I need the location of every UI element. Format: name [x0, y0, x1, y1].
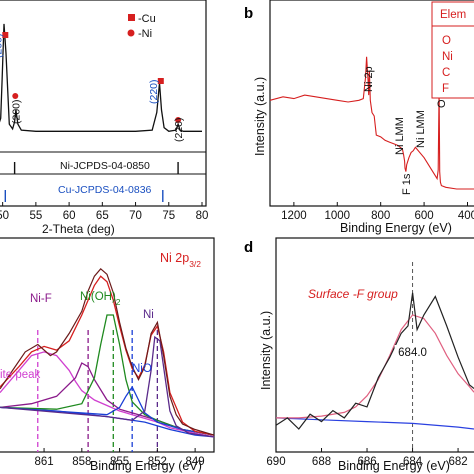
- x-tick-label: 682: [448, 456, 467, 468]
- plot-frame: [275, 237, 474, 453]
- x-tick-label: 852: [148, 456, 167, 468]
- peak-label: (220): [173, 117, 185, 142]
- panel-d: d Surface -F group 684.0 690 688 686 684 682 B…: [244, 237, 474, 473]
- legend-circle: [127, 29, 135, 37]
- panel-a: a Ni-JCPDS-04-0850Cu-JCPDS-04-0836(200)(…: [0, 0, 208, 236]
- x-tick-label: 80: [196, 210, 209, 222]
- peak-label: Ni LMM: [415, 110, 427, 148]
- x-tick-label: 684: [403, 456, 423, 468]
- element-table: [431, 1, 474, 99]
- spectrum-line: [269, 56, 474, 190]
- x-tick-label: 690: [266, 456, 285, 468]
- plot-frame: [0, 237, 215, 453]
- x-tick-label: 70: [129, 210, 142, 222]
- panel-d-label: d: [244, 239, 253, 256]
- series-line: [0, 23, 202, 132]
- table-row: Ni: [442, 51, 453, 63]
- component-label: Ni-F: [30, 293, 52, 305]
- panel-c-x-axis-label: Binding Energy (eV): [90, 459, 202, 473]
- x-tick-label: 858: [72, 456, 91, 468]
- series-ni: [0, 335, 215, 438]
- x-tick-label: 1000: [324, 210, 350, 222]
- component-label: Ni: [143, 309, 154, 321]
- chart-title: Ni 2p3/2: [160, 251, 201, 269]
- table-row: F: [442, 83, 449, 95]
- plot-frame: [269, 0, 474, 207]
- annotation: Surface -F group: [308, 287, 398, 301]
- x-tick-label: 800: [371, 210, 390, 222]
- peak-label: Ni 2p: [363, 66, 375, 92]
- component-label: ite peak: [0, 369, 41, 381]
- cu-marker: [2, 32, 9, 38]
- x-tick-label: 686: [357, 456, 376, 468]
- peak-label: F 1s: [401, 173, 413, 195]
- ni-marker: [12, 93, 19, 99]
- series-background: [275, 417, 474, 430]
- series-fit: [276, 314, 474, 419]
- x-tick-label: 600: [414, 210, 433, 222]
- x-tick-label: 60: [63, 210, 76, 222]
- x-tick-label: 65: [96, 210, 109, 222]
- x-tick-label: 55: [29, 210, 42, 222]
- legend-cu: -Cu: [138, 13, 156, 25]
- x-tick-label: 50: [0, 210, 9, 222]
- peak-label: (200): [0, 33, 4, 58]
- table-row: C: [442, 67, 450, 79]
- peak-value: 684.0: [398, 347, 427, 359]
- peak-label: Ni LMM: [394, 117, 406, 155]
- chart-title-subscript: 3/2: [189, 259, 201, 269]
- x-tick-label: 861: [34, 456, 53, 468]
- plot-frame: [0, 0, 207, 207]
- panel-b-y-axis-label: Intensity (a.u.): [253, 77, 267, 156]
- series-raw: [275, 292, 474, 430]
- table-row: O: [442, 35, 451, 47]
- legend-ni: -Ni: [138, 28, 152, 40]
- x-tick-label: 688: [312, 456, 331, 468]
- x-tick-label: 400: [458, 210, 474, 222]
- reference-label: Cu-JCPDS-04-0836: [58, 184, 152, 196]
- x-tick-label: 75: [162, 210, 175, 222]
- x-tick-label: 1200: [281, 210, 307, 222]
- series-raw: [0, 267, 215, 436]
- table-header: Elem: [440, 9, 466, 21]
- legend-square: [128, 14, 135, 21]
- panel-b-x-axis-label: Binding Energy (eV): [340, 221, 452, 235]
- component-label-subscript: 2: [116, 297, 121, 307]
- panel-a-x-axis-label: 2-Theta (deg): [42, 222, 115, 236]
- peak-label: (220): [148, 79, 160, 104]
- series-ni-oh-2: [0, 314, 215, 436]
- peak-value-bg: [394, 345, 431, 359]
- reference-label: Ni-JCPDS-04-0850: [60, 160, 150, 172]
- peak-label: (200): [10, 99, 22, 124]
- ni-marker: [175, 117, 182, 123]
- cu-marker: [157, 78, 164, 84]
- series-nio: [0, 385, 215, 436]
- component-label: NiO: [132, 363, 152, 375]
- panel-d-y-axis-label: Intensity (a.u.): [259, 311, 273, 390]
- x-tick-label: 849: [186, 456, 205, 468]
- x-tick-label: 855: [110, 456, 129, 468]
- panel-b-label: b: [244, 5, 253, 22]
- panel-d-x-axis-label: Binding Energy (eV): [338, 459, 450, 473]
